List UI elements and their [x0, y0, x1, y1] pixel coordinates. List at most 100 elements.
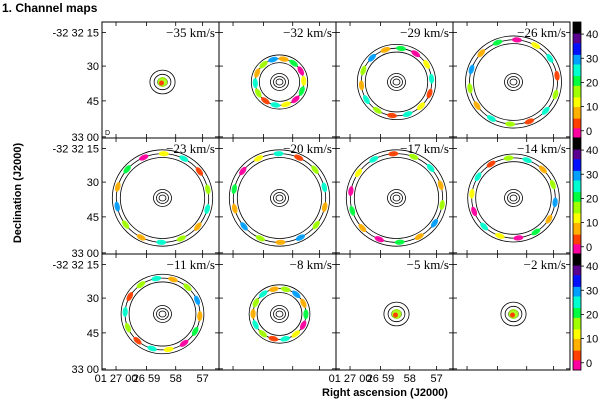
ring-emission-clump — [114, 201, 120, 212]
colorbar-segment — [573, 178, 581, 182]
colorbar-segment — [573, 271, 581, 274]
channel-panel: −14 km/s — [452, 137, 571, 255]
velocity-label: −29 km/s — [400, 25, 449, 40]
ring-contour — [119, 157, 206, 239]
colorbar-segment — [573, 145, 581, 149]
colorbar-segment — [573, 23, 581, 27]
channel-panel: −2 km/s — [452, 253, 571, 371]
ring-emission-clump — [486, 115, 496, 122]
ring-emission-clump — [258, 329, 268, 338]
colorbar-segment — [573, 342, 581, 346]
colorbar-segment — [573, 151, 581, 154]
ring-emission-clump — [258, 290, 268, 298]
colorbar-segment — [573, 273, 581, 276]
colorbar-segment — [573, 263, 581, 267]
ring-emission-clump — [231, 184, 238, 194]
colorbar-segment — [573, 221, 581, 224]
ra-tick-label: 58 — [170, 373, 182, 385]
ring-emission-clump — [268, 335, 279, 342]
colorbar-segment — [573, 269, 581, 272]
colorbar-segment — [573, 54, 581, 58]
ring-emission-clump — [396, 45, 406, 52]
colorbar-segment — [573, 157, 581, 160]
dec-tick-label: 30 — [87, 177, 99, 189]
colorbar-segment — [573, 248, 581, 251]
colorbar-segment — [573, 288, 581, 292]
ring-emission-clump — [252, 320, 259, 330]
ring-emission-clump — [554, 70, 560, 81]
colorbar-segment — [573, 201, 581, 205]
core-contour — [275, 194, 284, 202]
colorbar-segment — [573, 205, 581, 209]
dec-tick-label: 30 — [87, 293, 99, 305]
velocity-label: −17 km/s — [400, 141, 449, 156]
colorbar-segment — [573, 254, 581, 257]
ring-contour — [256, 292, 303, 336]
ring-emission-clump — [136, 234, 146, 241]
ring-emission-clump — [300, 298, 307, 308]
colorbar-segment — [573, 194, 581, 197]
colorbar-segment — [573, 120, 581, 124]
colorbar-segment — [573, 31, 581, 35]
ring-contour — [250, 54, 309, 110]
colorbar-segment — [573, 134, 581, 137]
colorbar-segment — [573, 250, 581, 253]
ring-emission-clump — [531, 42, 541, 49]
colorbar-segment — [573, 226, 581, 230]
colorbar-segment — [573, 62, 581, 66]
channel-panel: −8 km/s — [218, 253, 337, 371]
colorbar-segment — [573, 217, 581, 220]
ring-emission-clump — [122, 306, 128, 317]
colorbar-segment — [573, 107, 581, 110]
colorbar-segment — [573, 60, 581, 64]
colorbar-segment — [573, 321, 581, 325]
ring-emission-clump — [121, 220, 130, 229]
ring-contour — [111, 149, 214, 247]
colorbar-segment — [573, 244, 581, 247]
ring-contour — [356, 43, 437, 121]
colorbar-segment — [573, 302, 581, 305]
colorbar-segment — [573, 304, 581, 307]
colorbar-segment — [573, 72, 581, 75]
colorbar-segment — [573, 41, 581, 44]
ring-emission-clump — [349, 205, 356, 216]
colorbar-tick-label: 40 — [586, 29, 598, 41]
colorbar-segment — [573, 139, 581, 143]
velocity-label: −8 km/s — [290, 257, 332, 272]
colorbar-segment — [573, 252, 581, 255]
colorbar-segment — [573, 43, 581, 46]
colorbar-segment — [573, 97, 581, 100]
ring-emission-clump — [312, 220, 320, 230]
ring-emission-clump — [179, 339, 189, 347]
ring-emission-clump — [430, 218, 439, 228]
ring-emission-clump — [380, 46, 391, 53]
ring-emission-clump — [369, 156, 379, 163]
velocity-label: −32 km/s — [283, 25, 332, 40]
velocity-label: −35 km/s — [166, 25, 215, 40]
colorbar-segment — [573, 184, 581, 187]
colorbar-segment — [573, 197, 581, 201]
core-contour — [504, 189, 523, 207]
colorbar-segment — [573, 267, 581, 270]
colorbar-segment — [573, 136, 581, 139]
colorbar-segment — [573, 81, 581, 85]
colorbar-segment — [573, 329, 581, 332]
ring-emission-clump — [358, 223, 367, 233]
core-emission — [510, 312, 515, 318]
colorbar-segment — [573, 64, 581, 67]
ring-emission-clump — [360, 65, 367, 76]
ring-emission-clump — [552, 197, 558, 208]
ring-emission-clump — [252, 298, 260, 308]
colorbar-segment — [573, 368, 581, 371]
colorbar-segment — [573, 68, 581, 71]
colorbar-tick-label: 40 — [586, 261, 598, 273]
colorbar-segment — [573, 109, 581, 112]
ring-emission-clump — [467, 83, 473, 94]
colorbar-segment — [573, 290, 581, 294]
ring-emission-clump — [114, 182, 121, 192]
ring-emission-clump — [139, 154, 149, 161]
colorbar-tick-label: 0 — [586, 242, 592, 254]
ring-emission-clump — [136, 281, 146, 289]
colorbar-segment — [573, 186, 581, 189]
ring-emission-clump — [268, 286, 279, 292]
